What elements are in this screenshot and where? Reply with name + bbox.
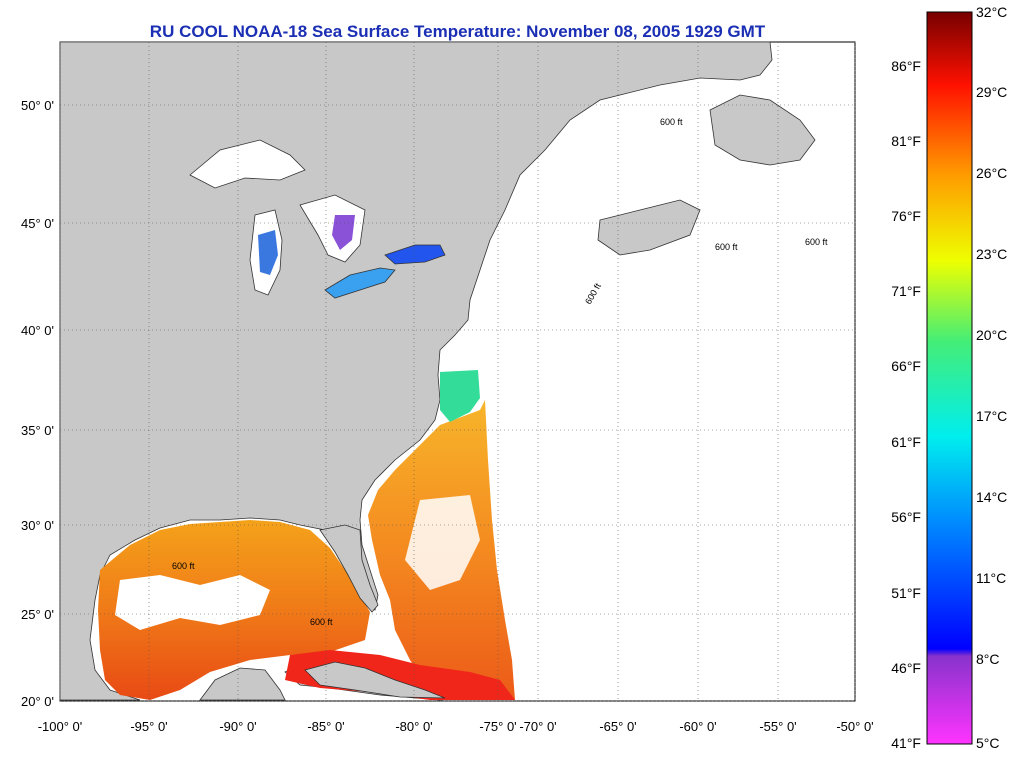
colorbar-fahrenheit-label: 81°F bbox=[891, 133, 921, 149]
colorbar-celsius-label: 20°C bbox=[976, 327, 1007, 343]
isobath-label-gulfstlaw: 600 ft bbox=[660, 117, 683, 127]
colorbar-fahrenheit-labels: 86°F 81°F 76°F 71°F 66°F 61°F 56°F 51°F 46°F 41°F bbox=[891, 58, 921, 751]
colorbar-fahrenheit-label: 61°F bbox=[891, 434, 921, 450]
longitude-label: -80° 0' bbox=[395, 719, 432, 734]
sst-mid-atlantic-cool bbox=[440, 370, 480, 422]
latitude-label: 50° 0' bbox=[21, 98, 54, 113]
colorbar-fahrenheit-label: 51°F bbox=[891, 585, 921, 601]
colorbar-celsius-label: 23°C bbox=[976, 246, 1007, 262]
longitude-label: -65° 0' bbox=[599, 719, 636, 734]
land-yucatan bbox=[199, 667, 286, 701]
longitude-label: -95° 0' bbox=[130, 719, 167, 734]
lake-michigan-sst bbox=[258, 230, 278, 275]
colorbar-fahrenheit-label: 71°F bbox=[891, 283, 921, 299]
colorbar-fahrenheit-label: 76°F bbox=[891, 208, 921, 224]
cloud-gap-gulf bbox=[115, 575, 270, 630]
colorbar-celsius-label: 32°C bbox=[976, 4, 1007, 20]
longitude-label: -50° 0' bbox=[836, 719, 873, 734]
latitude-label: 30° 0' bbox=[21, 518, 54, 533]
latitude-label: 25° 0' bbox=[21, 607, 54, 622]
latitude-label: 45° 0' bbox=[21, 216, 54, 231]
colorbar-celsius-label: 8°C bbox=[976, 651, 1000, 667]
latitude-labels: 50° 0' 45° 0' 40° 0' 35° 0' 30° 0' 25° 0' 20° … bbox=[21, 98, 54, 709]
colorbar-celsius-label: 17°C bbox=[976, 408, 1007, 424]
land-maritimes bbox=[597, 199, 701, 256]
land-cuba-overlay bbox=[304, 661, 446, 699]
longitude-label: -85° 0' bbox=[307, 719, 344, 734]
colorbar-fahrenheit-label: 86°F bbox=[891, 58, 921, 74]
map-title: RU COOL NOAA-18 Sea Surface Temperature:… bbox=[149, 22, 766, 41]
latitude-label: 40° 0' bbox=[21, 323, 54, 338]
colorbar bbox=[926, 11, 973, 745]
lake-huron-sst bbox=[332, 215, 355, 250]
longitude-label: -55° 0' bbox=[759, 719, 796, 734]
longitude-label: -75° 0' bbox=[479, 719, 516, 734]
land-florida bbox=[319, 524, 379, 613]
longitude-label: -70° 0' bbox=[519, 719, 556, 734]
colorbar-celsius-label: 5°C bbox=[976, 735, 1000, 751]
latitude-label: 20° 0' bbox=[21, 694, 54, 709]
colorbar-celsius-label: 29°C bbox=[976, 84, 1007, 100]
cloud-gap-atlantic bbox=[405, 495, 480, 590]
graticule bbox=[59, 42, 856, 702]
longitude-label: -60° 0' bbox=[679, 719, 716, 734]
colorbar-celsius-labels: 32°C 29°C 26°C 23°C 20°C 17°C 14°C 11°C 8°C 5°C bbox=[976, 4, 1007, 751]
longitude-label: -90° 0' bbox=[219, 719, 256, 734]
longitude-labels: -100° 0' -95° 0' -90° 0' -85° 0' -80° 0' -75°… bbox=[38, 719, 874, 734]
colorbar-celsius-label: 14°C bbox=[976, 489, 1007, 505]
isobath-label-ns: 600 ft bbox=[715, 242, 738, 252]
isobath-label-keys: 600 ft bbox=[310, 617, 333, 627]
colorbar-celsius-label: 11°C bbox=[976, 570, 1006, 586]
lake-ontario bbox=[384, 244, 446, 265]
colorbar-fahrenheit-label: 41°F bbox=[891, 735, 921, 751]
colorbar-fahrenheit-label: 56°F bbox=[891, 509, 921, 525]
land-newfoundland bbox=[709, 94, 816, 166]
lake-huron bbox=[299, 194, 366, 263]
lake-erie bbox=[324, 267, 396, 299]
isobath-label-gulf: 600 ft bbox=[172, 561, 195, 571]
isobath-label-nf: 600 ft bbox=[805, 237, 828, 247]
latitude-label: 35° 0' bbox=[21, 423, 54, 438]
longitude-label: -100° 0' bbox=[38, 719, 83, 734]
colorbar-fahrenheit-label: 46°F bbox=[891, 660, 921, 676]
colorbar-fahrenheit-label: 66°F bbox=[891, 358, 921, 374]
lake-superior bbox=[189, 139, 306, 189]
colorbar-celsius-label: 26°C bbox=[976, 165, 1007, 181]
